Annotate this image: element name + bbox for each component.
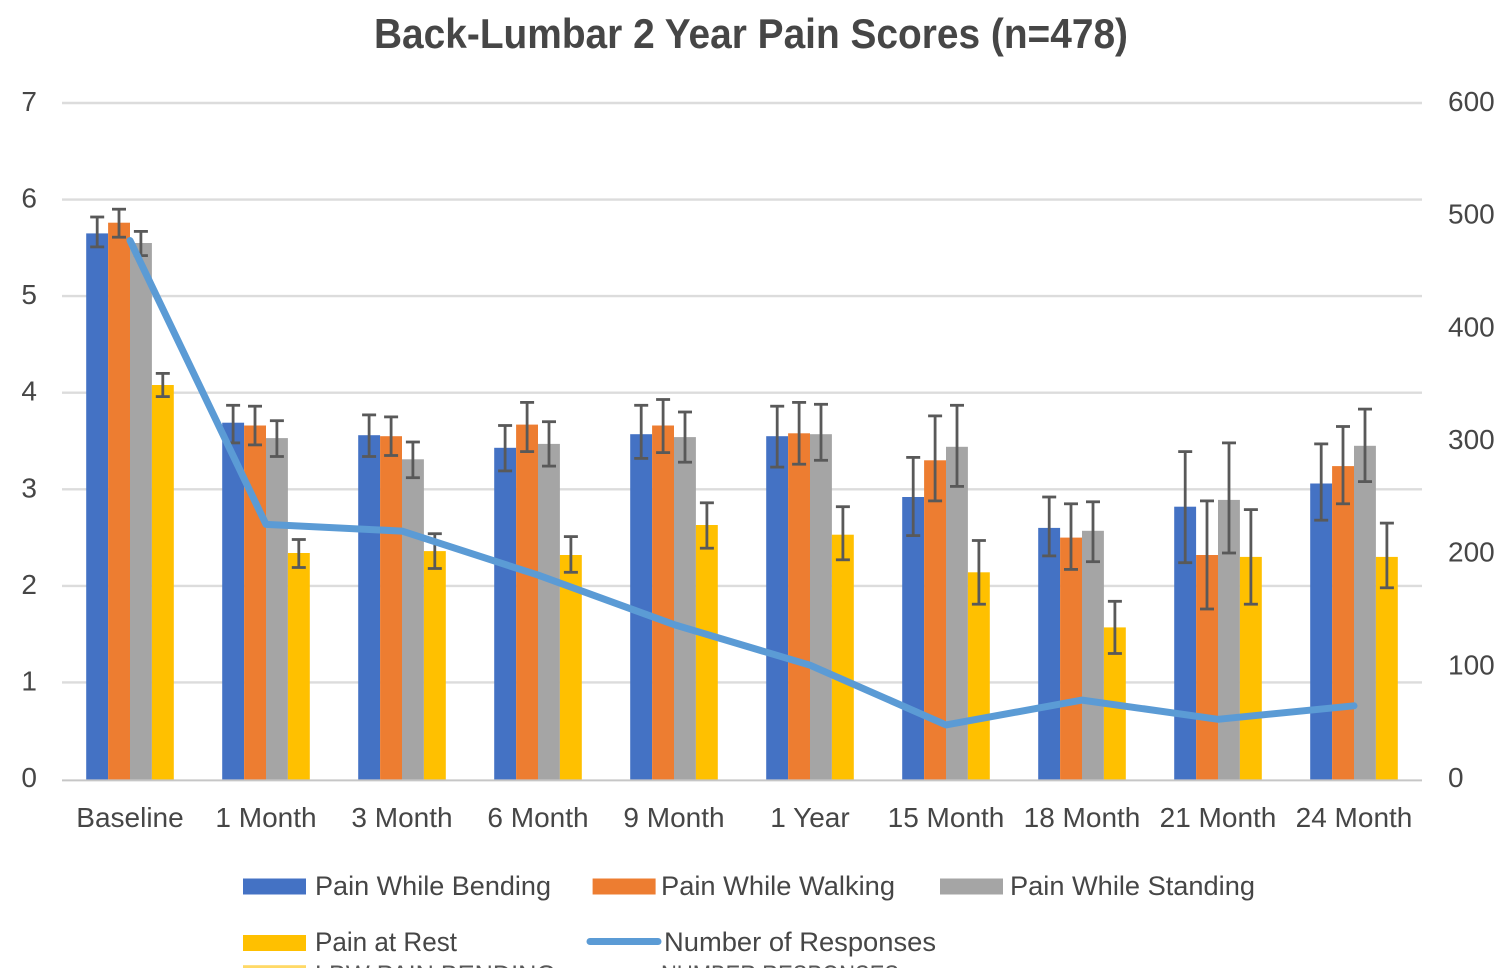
svg-text:1 Month: 1 Month: [215, 802, 316, 833]
svg-text:18 Month: 18 Month: [1024, 802, 1141, 833]
svg-text:200: 200: [1448, 537, 1495, 568]
svg-text:0: 0: [21, 762, 37, 793]
svg-text:300: 300: [1448, 424, 1495, 455]
svg-text:3 Month: 3 Month: [351, 802, 452, 833]
svg-text:Pain at Rest: Pain at Rest: [315, 927, 457, 957]
svg-text:Baseline: Baseline: [76, 802, 183, 833]
svg-text:9 Month: 9 Month: [623, 802, 724, 833]
svg-text:LBW PAIN BENDING: LBW PAIN BENDING: [315, 960, 556, 968]
svg-text:21 Month: 21 Month: [1160, 802, 1277, 833]
svg-text:1 Year: 1 Year: [770, 802, 849, 833]
svg-text:2: 2: [21, 569, 37, 600]
svg-text:24 Month: 24 Month: [1296, 802, 1413, 833]
svg-text:5: 5: [21, 279, 37, 310]
svg-text:1: 1: [21, 665, 37, 696]
svg-text:Pain While Walking: Pain While Walking: [661, 871, 895, 901]
svg-text:6 Month: 6 Month: [487, 802, 588, 833]
svg-text:4: 4: [21, 376, 37, 407]
svg-text:600: 600: [1448, 86, 1495, 117]
svg-text:NUMBER RESPONSES: NUMBER RESPONSES: [661, 960, 899, 968]
svg-text:3: 3: [21, 472, 37, 503]
svg-text:Pain While Bending: Pain While Bending: [315, 871, 551, 901]
svg-text:Number of Responses: Number of Responses: [664, 927, 936, 957]
svg-text:500: 500: [1448, 199, 1495, 230]
svg-text:15 Month: 15 Month: [888, 802, 1005, 833]
svg-text:Pain While Standing: Pain While Standing: [1010, 871, 1255, 901]
svg-text:400: 400: [1448, 311, 1495, 342]
svg-text:0: 0: [1448, 762, 1464, 793]
svg-text:100: 100: [1448, 649, 1495, 680]
svg-text:6: 6: [21, 183, 37, 214]
svg-text:Back-Lumbar 2 Year Pain Scores: Back-Lumbar 2 Year Pain Scores (n=478): [374, 10, 1128, 57]
svg-text:7: 7: [21, 86, 37, 117]
